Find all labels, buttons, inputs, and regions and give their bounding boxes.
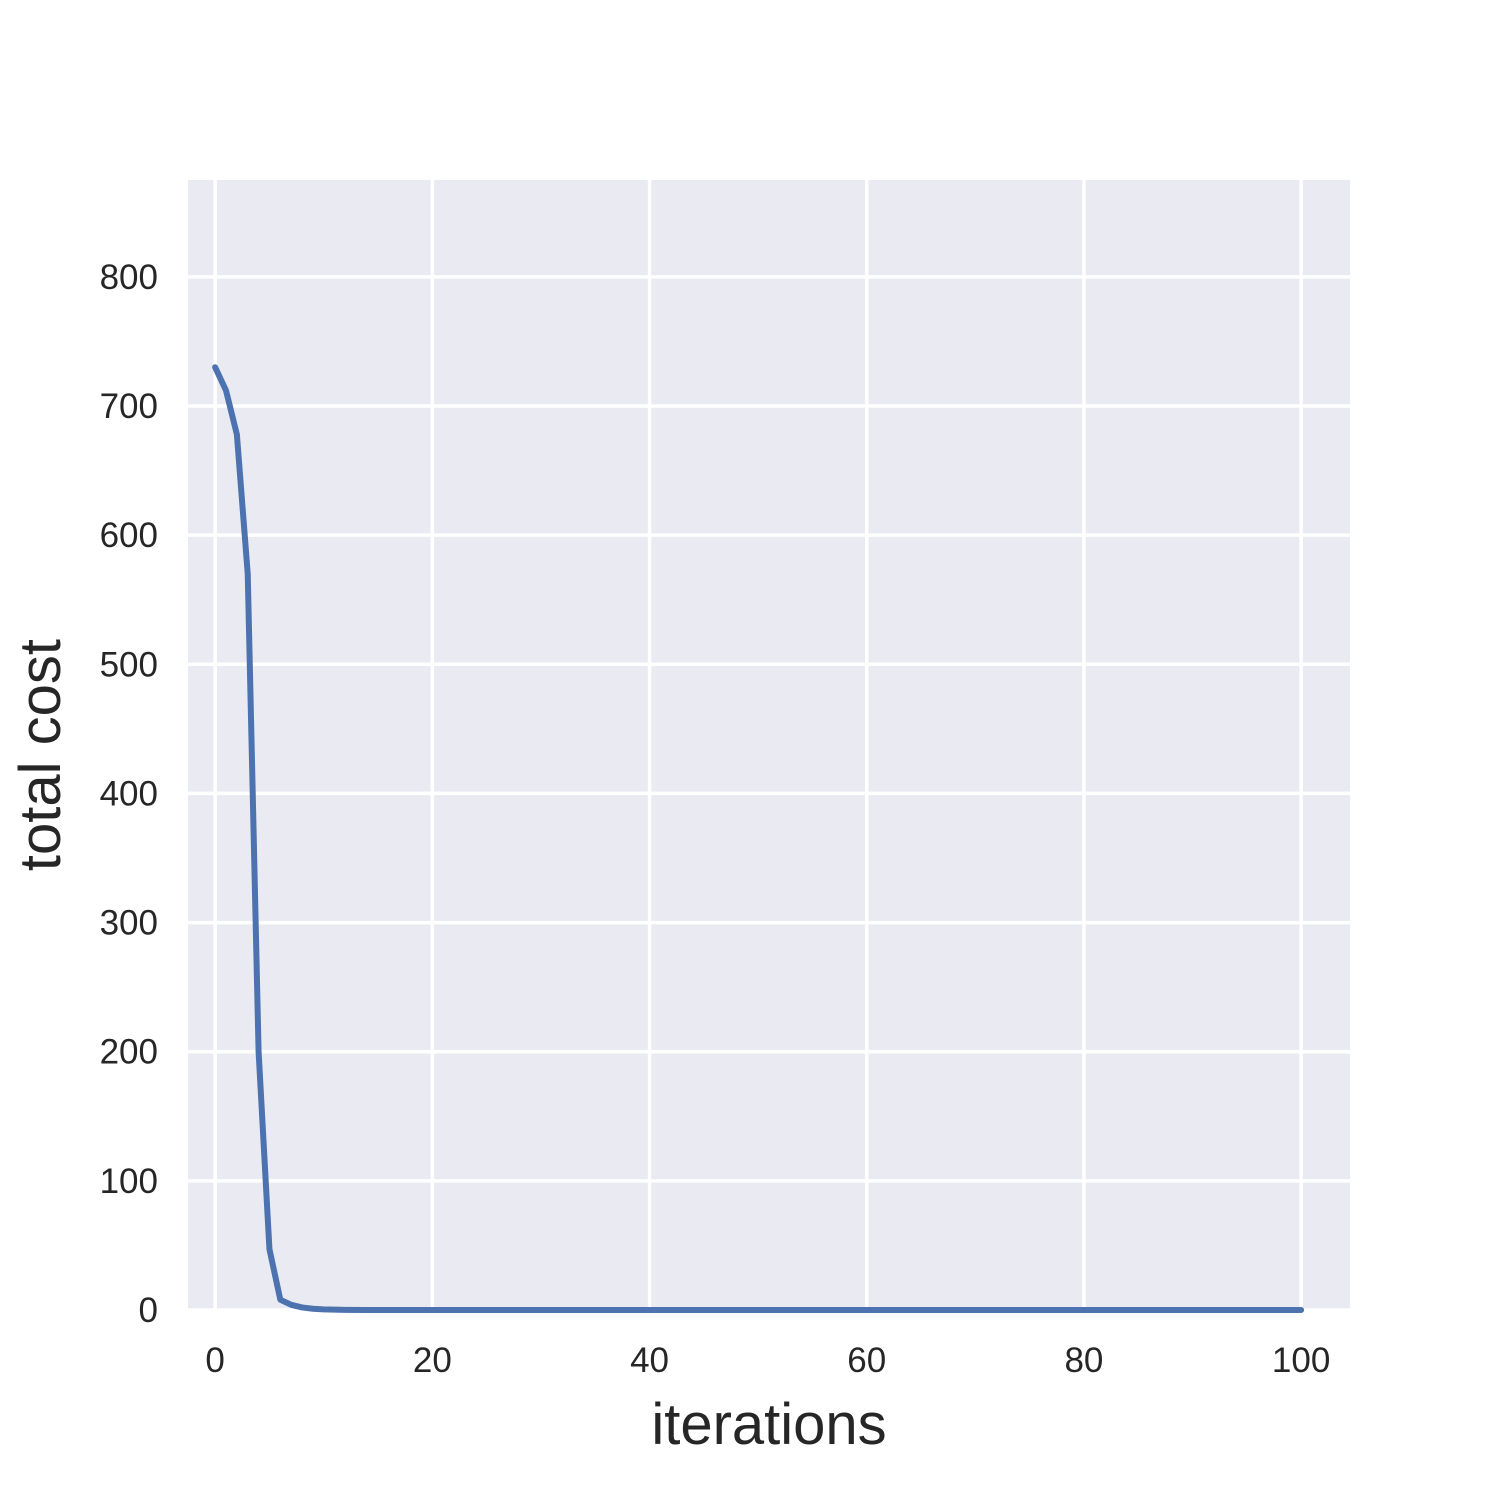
x-tick-label: 60 [847,1341,886,1380]
x-tick-label: 20 [413,1341,452,1380]
y-tick-label: 800 [100,258,158,297]
plot-area-background [188,180,1350,1310]
x-tick-label: 0 [205,1341,224,1380]
series-layer [212,364,1305,1313]
x-axis-label: iterations [651,1392,886,1457]
y-tick-labels: 0 100 200 300 400 500 600 700 800 [100,258,158,1330]
y-tick-label: 0 [139,1291,158,1330]
y-tick-label: 400 [100,774,158,813]
x-tick-label: 80 [1064,1341,1103,1380]
y-axis-label: total cost [8,639,73,871]
y-tick-label: 500 [100,645,158,684]
x-tick-labels: 0 20 40 60 80 100 [205,1341,1330,1380]
y-tick-label: 600 [100,516,158,555]
x-tick-label: 100 [1272,1341,1330,1380]
series-line-0 [212,364,1305,1313]
y-tick-label: 200 [100,1033,158,1072]
horizontal-gridlines [188,275,1350,1312]
x-tick-label: 40 [630,1341,669,1380]
y-tick-label: 100 [100,1162,158,1201]
vertical-gridlines [213,180,1303,1310]
y-tick-label: 700 [100,387,158,426]
y-tick-label: 300 [100,904,158,943]
